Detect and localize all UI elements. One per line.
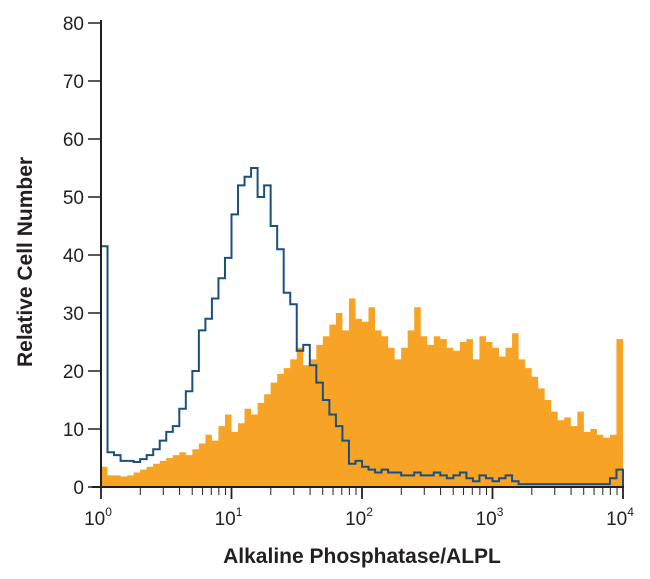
x-axis-ticks: 100 101 102 103 104 — [84, 487, 634, 530]
y-tick-label: 50 — [63, 188, 84, 209]
y-tick-label: 0 — [73, 478, 84, 499]
plot-area — [101, 167, 624, 487]
x-tick-label: 102 — [345, 505, 373, 530]
y-tick-label: 30 — [63, 304, 84, 325]
alpl-stained-histogram — [101, 298, 623, 487]
y-tick-label: 10 — [63, 420, 84, 441]
x-tick-label: 104 — [606, 505, 634, 530]
y-axis-title: Relative Cell Number — [14, 157, 37, 367]
x-tick-label: 101 — [215, 505, 243, 530]
x-axis-title: Alkaline Phosphatase/ALPL — [223, 545, 501, 568]
y-tick-label: 20 — [63, 362, 84, 383]
y-tick-label: 60 — [63, 130, 84, 151]
y-tick-label: 40 — [63, 246, 84, 267]
isotype-control-histogram — [101, 167, 624, 487]
y-tick-label: 80 — [63, 14, 84, 35]
y-axis: 0 10 20 30 40 50 60 70 80 — [63, 14, 102, 499]
x-tick-label: 100 — [84, 505, 112, 530]
x-axis: 100 101 102 103 104 — [84, 486, 634, 530]
x-tick-label: 103 — [476, 505, 504, 530]
y-tick-label: 70 — [63, 72, 84, 93]
y-axis-ticks: 0 10 20 30 40 50 60 70 80 — [63, 14, 101, 499]
